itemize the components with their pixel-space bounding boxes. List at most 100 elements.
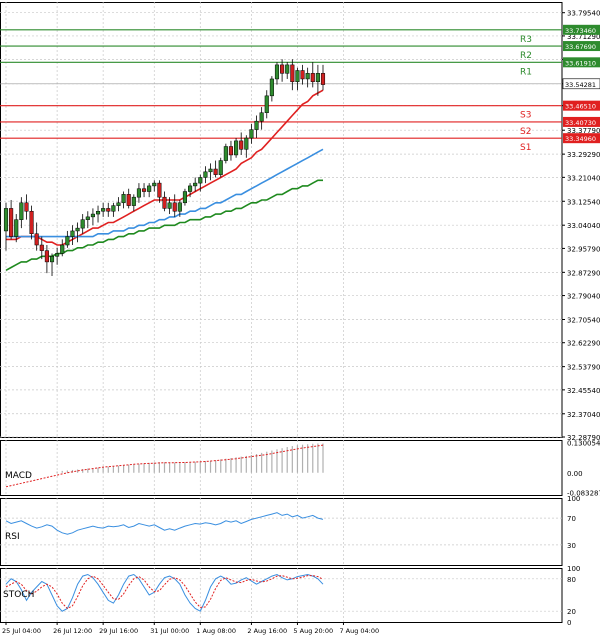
current-price-label: 33.54281 (565, 81, 596, 89)
candle-body (34, 233, 39, 246)
time-tick-label: 5 Aug 20:00 (293, 627, 333, 635)
rsi-tick-label: 100 (567, 495, 580, 503)
stoch-tick-label: 0 (567, 619, 571, 627)
candle-body (274, 64, 280, 80)
candle (116, 197, 121, 212)
level-label-s1: 33.34960 (565, 135, 596, 143)
level-label-s2: 33.40730 (565, 119, 596, 127)
candle-body (193, 182, 198, 187)
price-tick-label: 33.37790 (567, 127, 600, 135)
candle (44, 245, 49, 274)
price-tick-label: 33.21040 (567, 174, 600, 182)
candle-body (310, 73, 315, 83)
candle-body (49, 256, 55, 263)
candle-body (131, 196, 136, 206)
stoch-pane-frame (0, 568, 563, 623)
candle (234, 138, 239, 158)
candle (198, 174, 203, 192)
candle (55, 247, 60, 265)
candle-body (111, 205, 116, 212)
candle (269, 76, 274, 102)
level-box-s3 (563, 100, 600, 111)
candle-body (162, 196, 167, 209)
candle-body (254, 120, 259, 130)
stoch-main-line (5, 573, 324, 612)
candle (182, 188, 188, 206)
candle (60, 239, 65, 257)
price-tick-label: 32.95790 (567, 245, 600, 253)
price-tick-label: 33.29290 (567, 151, 600, 159)
candle (157, 180, 162, 203)
candle-body (116, 202, 121, 206)
candle-body (19, 202, 24, 220)
time-tick-label: 7 Aug 04:00 (339, 627, 379, 635)
candle-body (3, 208, 9, 232)
candle (177, 199, 182, 217)
price-tick-label: 32.87290 (567, 269, 600, 277)
candle (249, 123, 254, 144)
level-name-s3: S3 (520, 111, 531, 121)
candle (106, 202, 111, 217)
candle-body (126, 194, 131, 206)
candle (101, 202, 106, 217)
candle-body (244, 137, 249, 150)
candle-body (121, 194, 126, 204)
candle-body (280, 64, 285, 74)
time-tick-label: 2 Aug 16:00 (247, 627, 287, 635)
macd-pane-frame (0, 440, 563, 496)
candle-body (182, 191, 188, 204)
candle-body (320, 73, 326, 85)
candle (80, 214, 85, 234)
price-tick-label: 32.53790 (567, 364, 600, 372)
level-label-r2: 33.67690 (565, 43, 596, 51)
candle-body (80, 219, 85, 229)
candle-body (55, 253, 60, 257)
candle (310, 62, 315, 88)
candle-body (70, 230, 75, 237)
time-tick-label: 25 Jul 04:00 (2, 627, 41, 635)
level-box-s2 (563, 116, 600, 127)
candle (152, 180, 157, 192)
candle (19, 197, 24, 229)
candle (193, 177, 198, 192)
candle (300, 64, 305, 85)
candle-body (234, 140, 239, 156)
candle (223, 143, 228, 164)
candle-body (223, 146, 228, 161)
candle-body (39, 244, 44, 251)
candle (34, 222, 39, 251)
candle (65, 230, 70, 248)
candle (259, 107, 264, 130)
stoch-tick-label: 80 (567, 576, 576, 584)
candle (14, 214, 19, 243)
main-pane-frame (0, 2, 563, 438)
level-box-r1 (563, 57, 600, 68)
candle (90, 208, 95, 226)
moving-average-line (6, 148, 324, 238)
candle-body (218, 160, 223, 175)
candle-body (249, 129, 254, 139)
candle-body (228, 146, 234, 156)
candle-body (259, 112, 264, 122)
price-tick-label: 32.79040 (567, 293, 600, 301)
candle-body (295, 70, 300, 83)
stoch-tick-label: 20 (567, 608, 576, 616)
candle (172, 194, 177, 217)
price-tick-label: 32.37040 (567, 411, 600, 419)
candle-body (141, 188, 147, 192)
candle (126, 188, 131, 209)
candle (218, 157, 223, 178)
candle-body (239, 140, 244, 150)
candle-body (29, 210, 34, 235)
candle (147, 183, 152, 198)
candle-body (14, 219, 19, 237)
time-tick-label: 31 Jul 00:00 (150, 627, 189, 635)
candle (9, 199, 14, 240)
level-label-r3: 33.73460 (565, 27, 596, 35)
price-tick-label: 32.70540 (567, 316, 600, 324)
candle-body (172, 202, 177, 212)
candle (203, 166, 208, 184)
candle-body (65, 236, 70, 246)
candle-body (101, 208, 106, 212)
